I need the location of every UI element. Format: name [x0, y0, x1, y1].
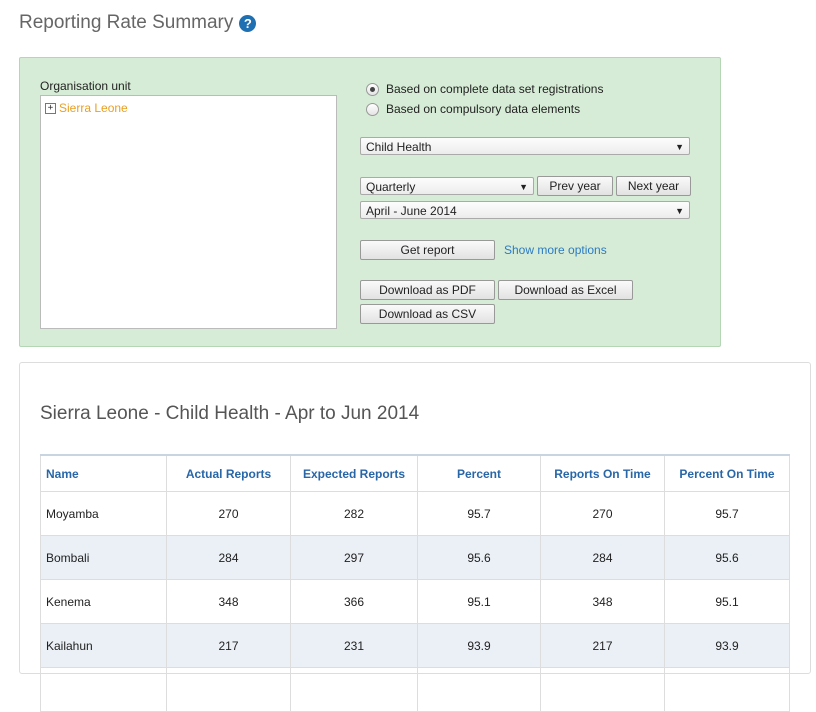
table-row: Bombali 284 297 95.6 284 95.6 [40, 535, 790, 580]
cell-reports-on-time: 284 [540, 535, 665, 580]
download-pdf-button[interactable]: Download as PDF [360, 280, 495, 300]
column-header[interactable]: Percent [417, 454, 541, 492]
cell-percent: 95.6 [417, 535, 541, 580]
cell-name: Kailahun [40, 623, 167, 668]
column-header[interactable]: Name [40, 454, 167, 492]
table-row: Kailahun 217 231 93.9 217 93.9 [40, 623, 790, 668]
cell-actual-reports: 217 [166, 623, 291, 668]
cell-name: Bombali [40, 535, 167, 580]
report-table: Name Actual Reports Expected Reports Per… [40, 454, 790, 712]
period-select[interactable]: April - June 2014 ▼ [360, 201, 690, 219]
column-header[interactable]: Expected Reports [290, 454, 418, 492]
dataset-select[interactable]: Child Health ▼ [360, 137, 690, 155]
cell-actual-reports: 270 [166, 491, 291, 536]
cell-percent: 93.9 [417, 623, 541, 668]
table-row: Kenema 348 366 95.1 348 95.1 [40, 579, 790, 624]
radio-button[interactable] [366, 102, 379, 116]
period-type-select[interactable]: Quarterly ▼ [360, 177, 534, 195]
period-type-select-value: Quarterly [366, 180, 416, 194]
table-header-row: Name Actual Reports Expected Reports Per… [40, 454, 790, 492]
chevron-down-icon: ▼ [519, 182, 528, 192]
page-title: Reporting Rate Summary ? [19, 12, 257, 34]
cell-expected-reports: 366 [290, 579, 418, 624]
cell-reports-on-time: 270 [540, 491, 665, 536]
column-header[interactable]: Actual Reports [166, 454, 291, 492]
chevron-down-icon: ▼ [675, 142, 684, 152]
show-more-options-link[interactable]: Show more options [504, 243, 607, 257]
column-header[interactable]: Reports On Time [540, 454, 665, 492]
radio-compulsory-elements[interactable]: Based on compulsory data elements [366, 102, 580, 116]
cell-percent-on-time: 93.9 [664, 623, 790, 668]
cell-expected-reports [290, 667, 418, 712]
cell-reports-on-time: 348 [540, 579, 665, 624]
radio-button-checked[interactable] [366, 82, 379, 96]
table-row [40, 667, 790, 712]
download-excel-button[interactable]: Download as Excel [498, 280, 633, 300]
expand-icon[interactable]: + [45, 102, 56, 114]
table-row: Moyamba 270 282 95.7 270 95.7 [40, 491, 790, 536]
cell-name: Moyamba [40, 491, 167, 536]
cell-expected-reports: 297 [290, 535, 418, 580]
radio-label: Based on complete data set registrations [386, 82, 604, 96]
download-csv-button[interactable]: Download as CSV [360, 304, 495, 324]
cell-percent: 95.7 [417, 491, 541, 536]
column-header[interactable]: Percent On Time [664, 454, 790, 492]
get-report-button[interactable]: Get report [360, 240, 495, 260]
radio-label: Based on compulsory data elements [386, 102, 581, 116]
help-icon[interactable]: ? [239, 14, 257, 32]
period-select-value: April - June 2014 [366, 204, 457, 218]
org-unit-label: Organisation unit [40, 79, 131, 93]
report-panel: Sierra Leone - Child Health - Apr to Jun… [19, 362, 811, 712]
cell-percent-on-time: 95.7 [664, 491, 790, 536]
cell-percent-on-time [664, 667, 790, 712]
cell-percent: 95.1 [417, 579, 541, 624]
cell-percent-on-time: 95.1 [664, 579, 790, 624]
page-title-text: Reporting Rate Summary [19, 12, 234, 33]
org-unit-tree[interactable]: + Sierra Leone [40, 95, 337, 329]
cell-actual-reports: 348 [166, 579, 291, 624]
cell-actual-reports [166, 667, 291, 712]
chevron-down-icon: ▼ [675, 206, 684, 216]
next-year-button[interactable]: Next year [616, 176, 691, 196]
dataset-select-value: Child Health [366, 140, 432, 154]
cell-name [40, 667, 167, 712]
cell-reports-on-time: 217 [540, 623, 665, 668]
radio-complete-registrations[interactable]: Based on complete data set registrations [366, 82, 603, 96]
cell-percent-on-time: 95.6 [664, 535, 790, 580]
cell-name: Kenema [40, 579, 167, 624]
cell-expected-reports: 231 [290, 623, 418, 668]
cell-actual-reports: 284 [166, 535, 291, 580]
cell-expected-reports: 282 [290, 491, 418, 536]
cell-percent [417, 667, 541, 712]
tree-node-label[interactable]: Sierra Leone [59, 101, 128, 115]
tree-node-sierra-leone[interactable]: + Sierra Leone [45, 101, 128, 115]
prev-year-button[interactable]: Prev year [537, 176, 613, 196]
criteria-panel: Organisation unit + Sierra Leone Based o… [19, 57, 721, 347]
report-title: Sierra Leone - Child Health - Apr to Jun… [40, 403, 420, 424]
cell-reports-on-time [540, 667, 665, 712]
